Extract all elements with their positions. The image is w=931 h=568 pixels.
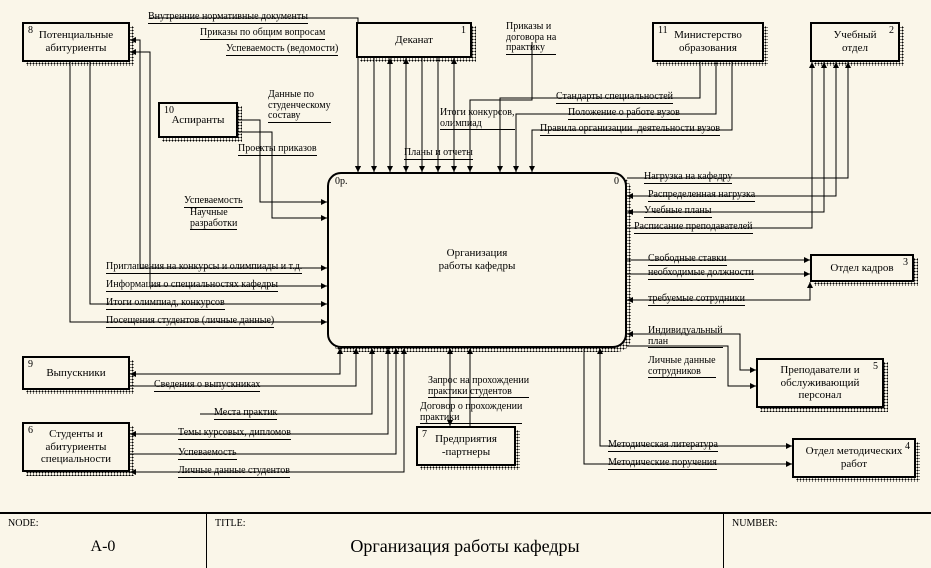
node-label: Студенты и абитуриенты специальности: [41, 428, 111, 466]
node-label: Аспиранты: [172, 114, 225, 127]
node-number: 2: [889, 25, 894, 37]
node-number: 4: [905, 441, 910, 453]
external-node-1: 1 Деканат: [356, 22, 472, 58]
node-label: Выпускники: [46, 367, 105, 380]
external-node-11: 11 Министерство образования: [652, 22, 764, 62]
node-label: Отдел методических работ: [806, 445, 903, 470]
node-number: 11: [658, 25, 668, 37]
node-label: Деканат: [395, 34, 433, 47]
node-number: 10: [164, 105, 174, 117]
external-node-2: 2 Учебный отдел: [810, 22, 900, 62]
footer-node-label: NODE:: [8, 518, 198, 529]
node-label: Предприятия -партнеры: [435, 433, 497, 458]
external-node-6: 6 Студенты и абитуриенты специальности: [22, 422, 130, 472]
node-number: 8: [28, 25, 33, 37]
diagram-footer: NODE: A-0 TITLE: Организация работы кафе…: [0, 512, 931, 568]
node-number: 5: [873, 361, 878, 373]
node-label: Отдел кадров: [830, 262, 893, 275]
node-number: 6: [28, 425, 33, 437]
footer-number-label: NUMBER:: [732, 518, 923, 529]
footer-node-value: A-0: [8, 529, 198, 564]
node-label: Потенциальные абитуриенты: [39, 29, 113, 54]
external-node-4: 4Отдел методических работ: [792, 438, 916, 478]
central-node-num-right: 0: [614, 176, 619, 188]
node-label: Преподаватели и обслуживающий персонал: [780, 364, 859, 402]
node-number: 1: [461, 25, 466, 37]
external-node-7: 7 Предприятия -партнеры: [416, 426, 516, 466]
external-node-10: 10Аспиранты: [158, 102, 238, 138]
external-node-3: 3 Отдел кадров: [810, 254, 914, 282]
footer-number-value: [732, 529, 923, 564]
external-node-9: 9 Выпускники: [22, 356, 130, 390]
node-number: 7: [422, 429, 427, 441]
external-node-5: 5 Преподаватели и обслуживающий персонал: [756, 358, 884, 408]
footer-title-label: TITLE:: [215, 518, 715, 529]
footer-title-value: Организация работы кафедры: [215, 529, 715, 564]
central-node-num-left: 0р.: [335, 176, 348, 188]
node-label: Учебный отдел: [834, 29, 877, 54]
node-number: 9: [28, 359, 33, 371]
node-number: 3: [903, 257, 908, 269]
node-label: Министерство образования: [674, 29, 742, 54]
central-process-node: 0р. 0 Организация работы кафедры: [327, 172, 627, 348]
external-node-8: 8 Потенциальные абитуриенты: [22, 22, 130, 62]
central-node-label: Организация работы кафедры: [439, 247, 516, 272]
